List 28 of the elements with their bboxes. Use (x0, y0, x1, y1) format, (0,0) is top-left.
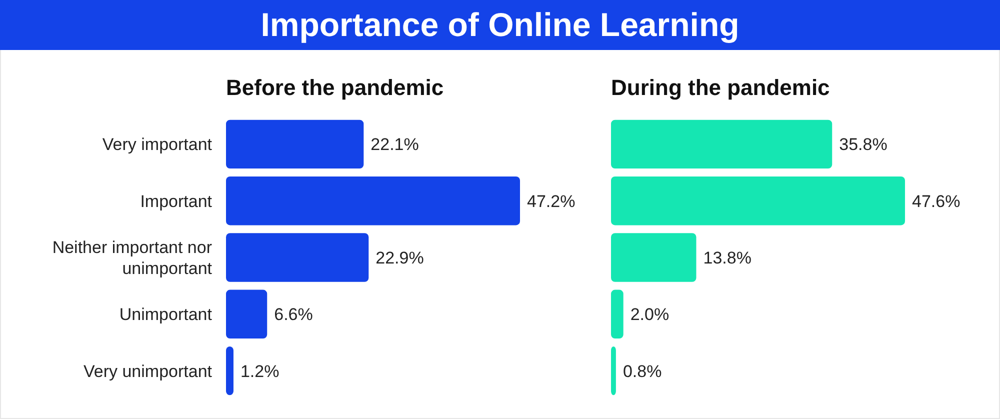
data-label: 22.9% (376, 248, 424, 268)
y-tick-label: Very unimportant (83, 362, 212, 381)
y-tick-label: Unimportant (119, 305, 212, 324)
chart-subtitle: During the pandemic (611, 75, 830, 100)
bar (611, 346, 616, 396)
bar (226, 176, 520, 226)
data-label: 47.6% (912, 192, 960, 211)
data-label: 2.0% (630, 305, 670, 324)
bar (611, 176, 905, 226)
bar (226, 120, 364, 169)
bar (611, 120, 832, 169)
bar (611, 290, 624, 339)
data-label: 0.8% (622, 362, 662, 381)
data-label: 35.8% (839, 135, 888, 154)
y-tick-label: Very important (102, 135, 212, 154)
bar (226, 346, 234, 396)
data-label: 1.2% (240, 362, 280, 381)
data-label: 6.6% (274, 305, 313, 324)
data-label: 13.8% (703, 248, 752, 268)
chart-title: Importance of Online Learning (260, 6, 740, 43)
chart-subtitle: Before the pandemic (226, 75, 444, 100)
y-tick-label: Important (140, 192, 212, 211)
data-label: 47.2% (527, 192, 576, 211)
bar (226, 233, 369, 282)
bar (226, 290, 268, 339)
bar (611, 233, 696, 282)
y-tick-label: Neither important nor unimportant (52, 238, 212, 278)
data-label: 22.1% (370, 135, 419, 154)
